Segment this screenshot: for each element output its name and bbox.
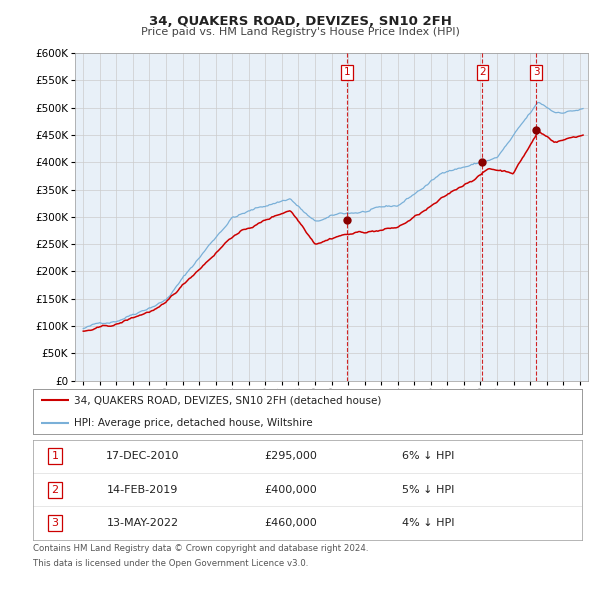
Text: 34, QUAKERS ROAD, DEVIZES, SN10 2FH (detached house): 34, QUAKERS ROAD, DEVIZES, SN10 2FH (det…	[74, 395, 382, 405]
Text: 3: 3	[533, 67, 539, 77]
Text: 5% ↓ HPI: 5% ↓ HPI	[402, 485, 454, 494]
Text: 4% ↓ HPI: 4% ↓ HPI	[402, 518, 455, 528]
Text: 14-FEB-2019: 14-FEB-2019	[107, 485, 178, 494]
Text: 13-MAY-2022: 13-MAY-2022	[107, 518, 179, 528]
Text: 6% ↓ HPI: 6% ↓ HPI	[402, 451, 454, 461]
Text: Contains HM Land Registry data © Crown copyright and database right 2024.: Contains HM Land Registry data © Crown c…	[33, 544, 368, 553]
Text: £295,000: £295,000	[265, 451, 317, 461]
Text: This data is licensed under the Open Government Licence v3.0.: This data is licensed under the Open Gov…	[33, 559, 308, 568]
Text: £400,000: £400,000	[265, 485, 317, 494]
Text: 34, QUAKERS ROAD, DEVIZES, SN10 2FH: 34, QUAKERS ROAD, DEVIZES, SN10 2FH	[149, 15, 451, 28]
Text: Price paid vs. HM Land Registry's House Price Index (HPI): Price paid vs. HM Land Registry's House …	[140, 27, 460, 37]
Text: 17-DEC-2010: 17-DEC-2010	[106, 451, 179, 461]
Text: £460,000: £460,000	[265, 518, 317, 528]
Text: 3: 3	[52, 518, 58, 528]
Text: HPI: Average price, detached house, Wiltshire: HPI: Average price, detached house, Wilt…	[74, 418, 313, 428]
Text: 1: 1	[52, 451, 58, 461]
Text: 1: 1	[344, 67, 350, 77]
Text: 2: 2	[52, 485, 59, 494]
Text: 2: 2	[479, 67, 486, 77]
